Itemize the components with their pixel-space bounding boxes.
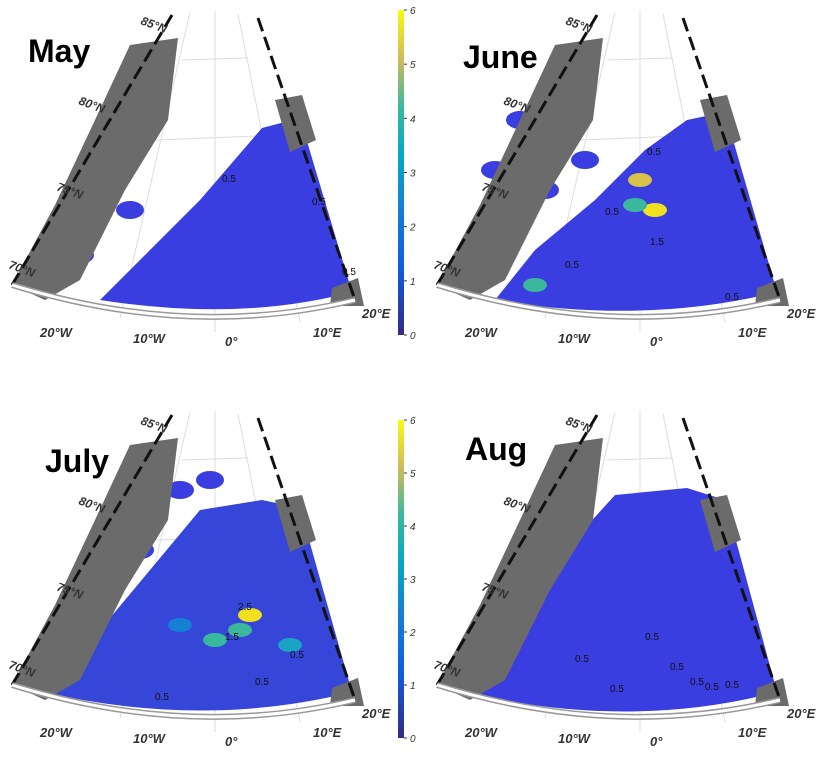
colorbar-tick-label: 1 xyxy=(410,681,416,692)
longitude-label: 10°E xyxy=(738,725,767,740)
panel-title: Aug xyxy=(465,431,527,467)
colorbar-tick-label: 3 xyxy=(410,575,416,586)
longitude-label: 0° xyxy=(650,734,663,749)
longitude-label: 10°E xyxy=(313,325,342,340)
contour-label: 0.5 xyxy=(725,292,739,303)
panel-title: June xyxy=(463,39,538,75)
colorbar-tick-label: 5 xyxy=(410,469,416,480)
panel-title: July xyxy=(45,443,109,479)
contour-label: 0.5 xyxy=(575,654,589,665)
figure: May85°N80°N75°N70°N20°W10°W0°10°E20°E0.5… xyxy=(0,0,816,763)
longitude-label: 0° xyxy=(225,334,238,349)
longitude-label: 10°W xyxy=(558,331,592,346)
colorbar-tick-label: 4 xyxy=(410,522,416,533)
contour-label: 0.5 xyxy=(610,684,624,695)
contour-label: 2.5 xyxy=(238,602,252,613)
colorbar: 0 1 2 3 4 5 6 xyxy=(398,416,416,745)
colorbar-tick-label: 2 xyxy=(409,628,416,639)
latitude-label: 80°N xyxy=(77,494,107,516)
contour-label: 0.5 xyxy=(155,692,169,703)
longitude-label: 20°W xyxy=(464,725,499,740)
longitude-label: 20°E xyxy=(786,306,816,321)
ocean-patch xyxy=(571,151,599,169)
longitude-label: 10°E xyxy=(313,725,342,740)
contour-label: 0.5 xyxy=(605,207,619,218)
longitude-label: 20°W xyxy=(464,325,499,340)
contour-label: 1.5 xyxy=(650,237,664,248)
colorbar-tick-label: 5 xyxy=(410,60,416,71)
bloom-patch xyxy=(628,173,652,187)
colorbar-tick-label: 1 xyxy=(410,277,416,288)
latitude-label: 80°N xyxy=(77,94,107,116)
longitude-label: 20°W xyxy=(39,325,74,340)
colorbar-gradient xyxy=(398,420,404,738)
longitude-label: 20°E xyxy=(361,706,391,721)
colorbar-tick-label: 4 xyxy=(410,114,416,125)
colorbar-tick-label: 6 xyxy=(410,416,416,427)
latitude-label: 85°N xyxy=(564,14,594,36)
bloom-patch xyxy=(623,198,647,212)
longitude-label: 0° xyxy=(650,334,663,349)
contour-label: 0.5 xyxy=(645,632,659,643)
colorbar-tick-label: 3 xyxy=(410,169,416,180)
bloom-patch xyxy=(203,633,227,647)
longitude-label: 10°W xyxy=(133,731,167,746)
longitude-label: 0° xyxy=(225,734,238,749)
contour-label: 1.5 xyxy=(225,632,239,643)
contour-label: 0.5 xyxy=(290,650,304,661)
contour-label: 0.5 xyxy=(565,260,579,271)
longitude-label: 20°E xyxy=(786,706,816,721)
colorbar-tick-label: 0 xyxy=(410,734,416,745)
contour-label: 0.5 xyxy=(670,662,684,673)
contour-label: 0.5 xyxy=(647,147,661,158)
colorbar-gradient xyxy=(398,10,404,335)
colorbar-tick-label: 6 xyxy=(410,6,416,17)
latitude-label: 80°N xyxy=(502,494,532,516)
latitude-label: 85°N xyxy=(139,14,169,36)
contour-label: 0.5 xyxy=(705,682,719,693)
longitude-label: 20°E xyxy=(361,306,391,321)
colorbar-tick-label: 2 xyxy=(409,223,416,234)
bloom-patch xyxy=(523,278,547,292)
longitude-label: 20°W xyxy=(39,725,74,740)
colorbar-tick-label: 0 xyxy=(410,331,416,342)
ocean-patch xyxy=(116,201,144,219)
longitude-label: 10°W xyxy=(558,731,592,746)
ocean-patch xyxy=(196,471,224,489)
contour-label: 0.5 xyxy=(342,267,356,278)
bloom-patch xyxy=(168,618,192,632)
latitude-label: 85°N xyxy=(564,414,594,436)
contour-label: 0.5 xyxy=(690,677,704,688)
latitude-label: 85°N xyxy=(139,414,169,436)
contour-label: 0.5 xyxy=(312,197,326,208)
longitude-label: 10°W xyxy=(133,331,167,346)
contour-label: 0.5 xyxy=(725,680,739,691)
panel-title: May xyxy=(28,33,90,69)
colorbar: 0 1 2 3 4 5 6 xyxy=(398,6,416,342)
longitude-label: 10°E xyxy=(738,325,767,340)
contour-label: 0.5 xyxy=(255,677,269,688)
contour-label: 0.5 xyxy=(222,174,236,185)
